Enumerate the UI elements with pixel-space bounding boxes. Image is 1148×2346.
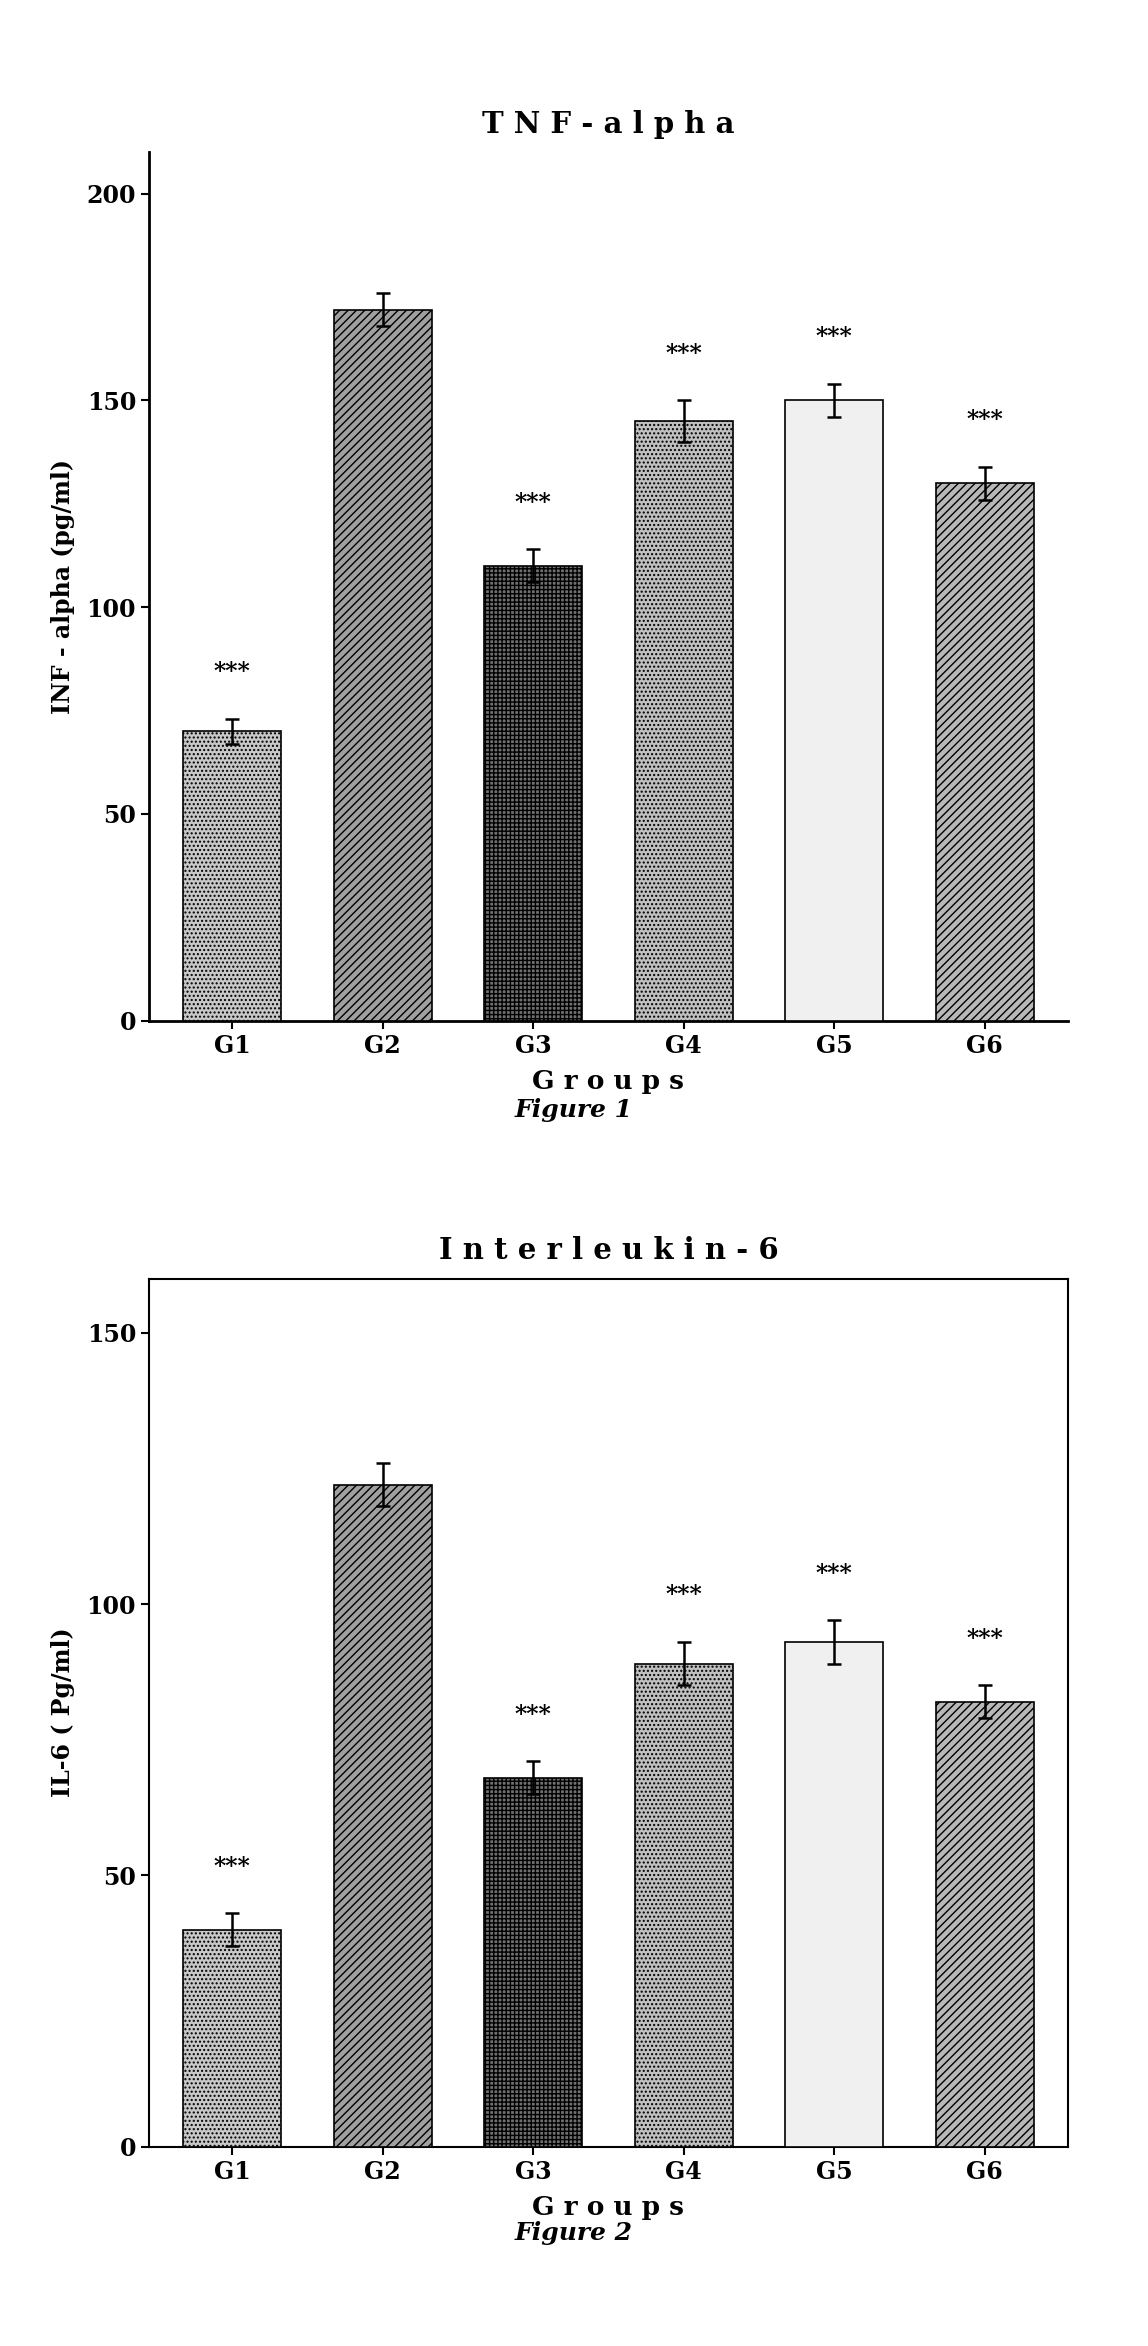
Text: ***: *** [514, 490, 551, 514]
Bar [936, 483, 1033, 1021]
Text: ***: *** [967, 1626, 1003, 1652]
Title: I n t e r l e u k i n - 6: I n t e r l e u k i n - 6 [439, 1236, 778, 1264]
Text: ***: *** [816, 326, 853, 350]
Bar [785, 1642, 883, 2147]
Bar [184, 1928, 281, 2147]
Text: ***: *** [816, 1562, 853, 1586]
Text: Figure 1: Figure 1 [515, 1098, 633, 1121]
Title: T N F - a l p h a: T N F - a l p h a [482, 110, 735, 138]
Text: ***: *** [666, 1584, 703, 1607]
Bar [785, 401, 883, 1021]
X-axis label: G r o u p s: G r o u p s [533, 2196, 684, 2219]
Text: ***: *** [666, 343, 703, 366]
Bar [635, 1663, 732, 2147]
Text: ***: *** [967, 408, 1003, 432]
Text: ***: *** [214, 659, 250, 685]
Bar [334, 310, 432, 1021]
Bar [334, 1485, 432, 2147]
Bar [484, 1778, 582, 2147]
Text: ***: *** [214, 1856, 250, 1879]
Y-axis label: IL-6 ( Pg/ml): IL-6 ( Pg/ml) [52, 1628, 76, 1797]
Bar [184, 732, 281, 1021]
Text: Figure 2: Figure 2 [515, 2222, 633, 2245]
Text: ***: *** [514, 1703, 551, 1727]
Bar [635, 422, 732, 1021]
Bar [484, 565, 582, 1021]
X-axis label: G r o u p s: G r o u p s [533, 1070, 684, 1093]
Y-axis label: INF - alpha (pg/ml): INF - alpha (pg/ml) [52, 460, 76, 713]
Bar [936, 1701, 1033, 2147]
